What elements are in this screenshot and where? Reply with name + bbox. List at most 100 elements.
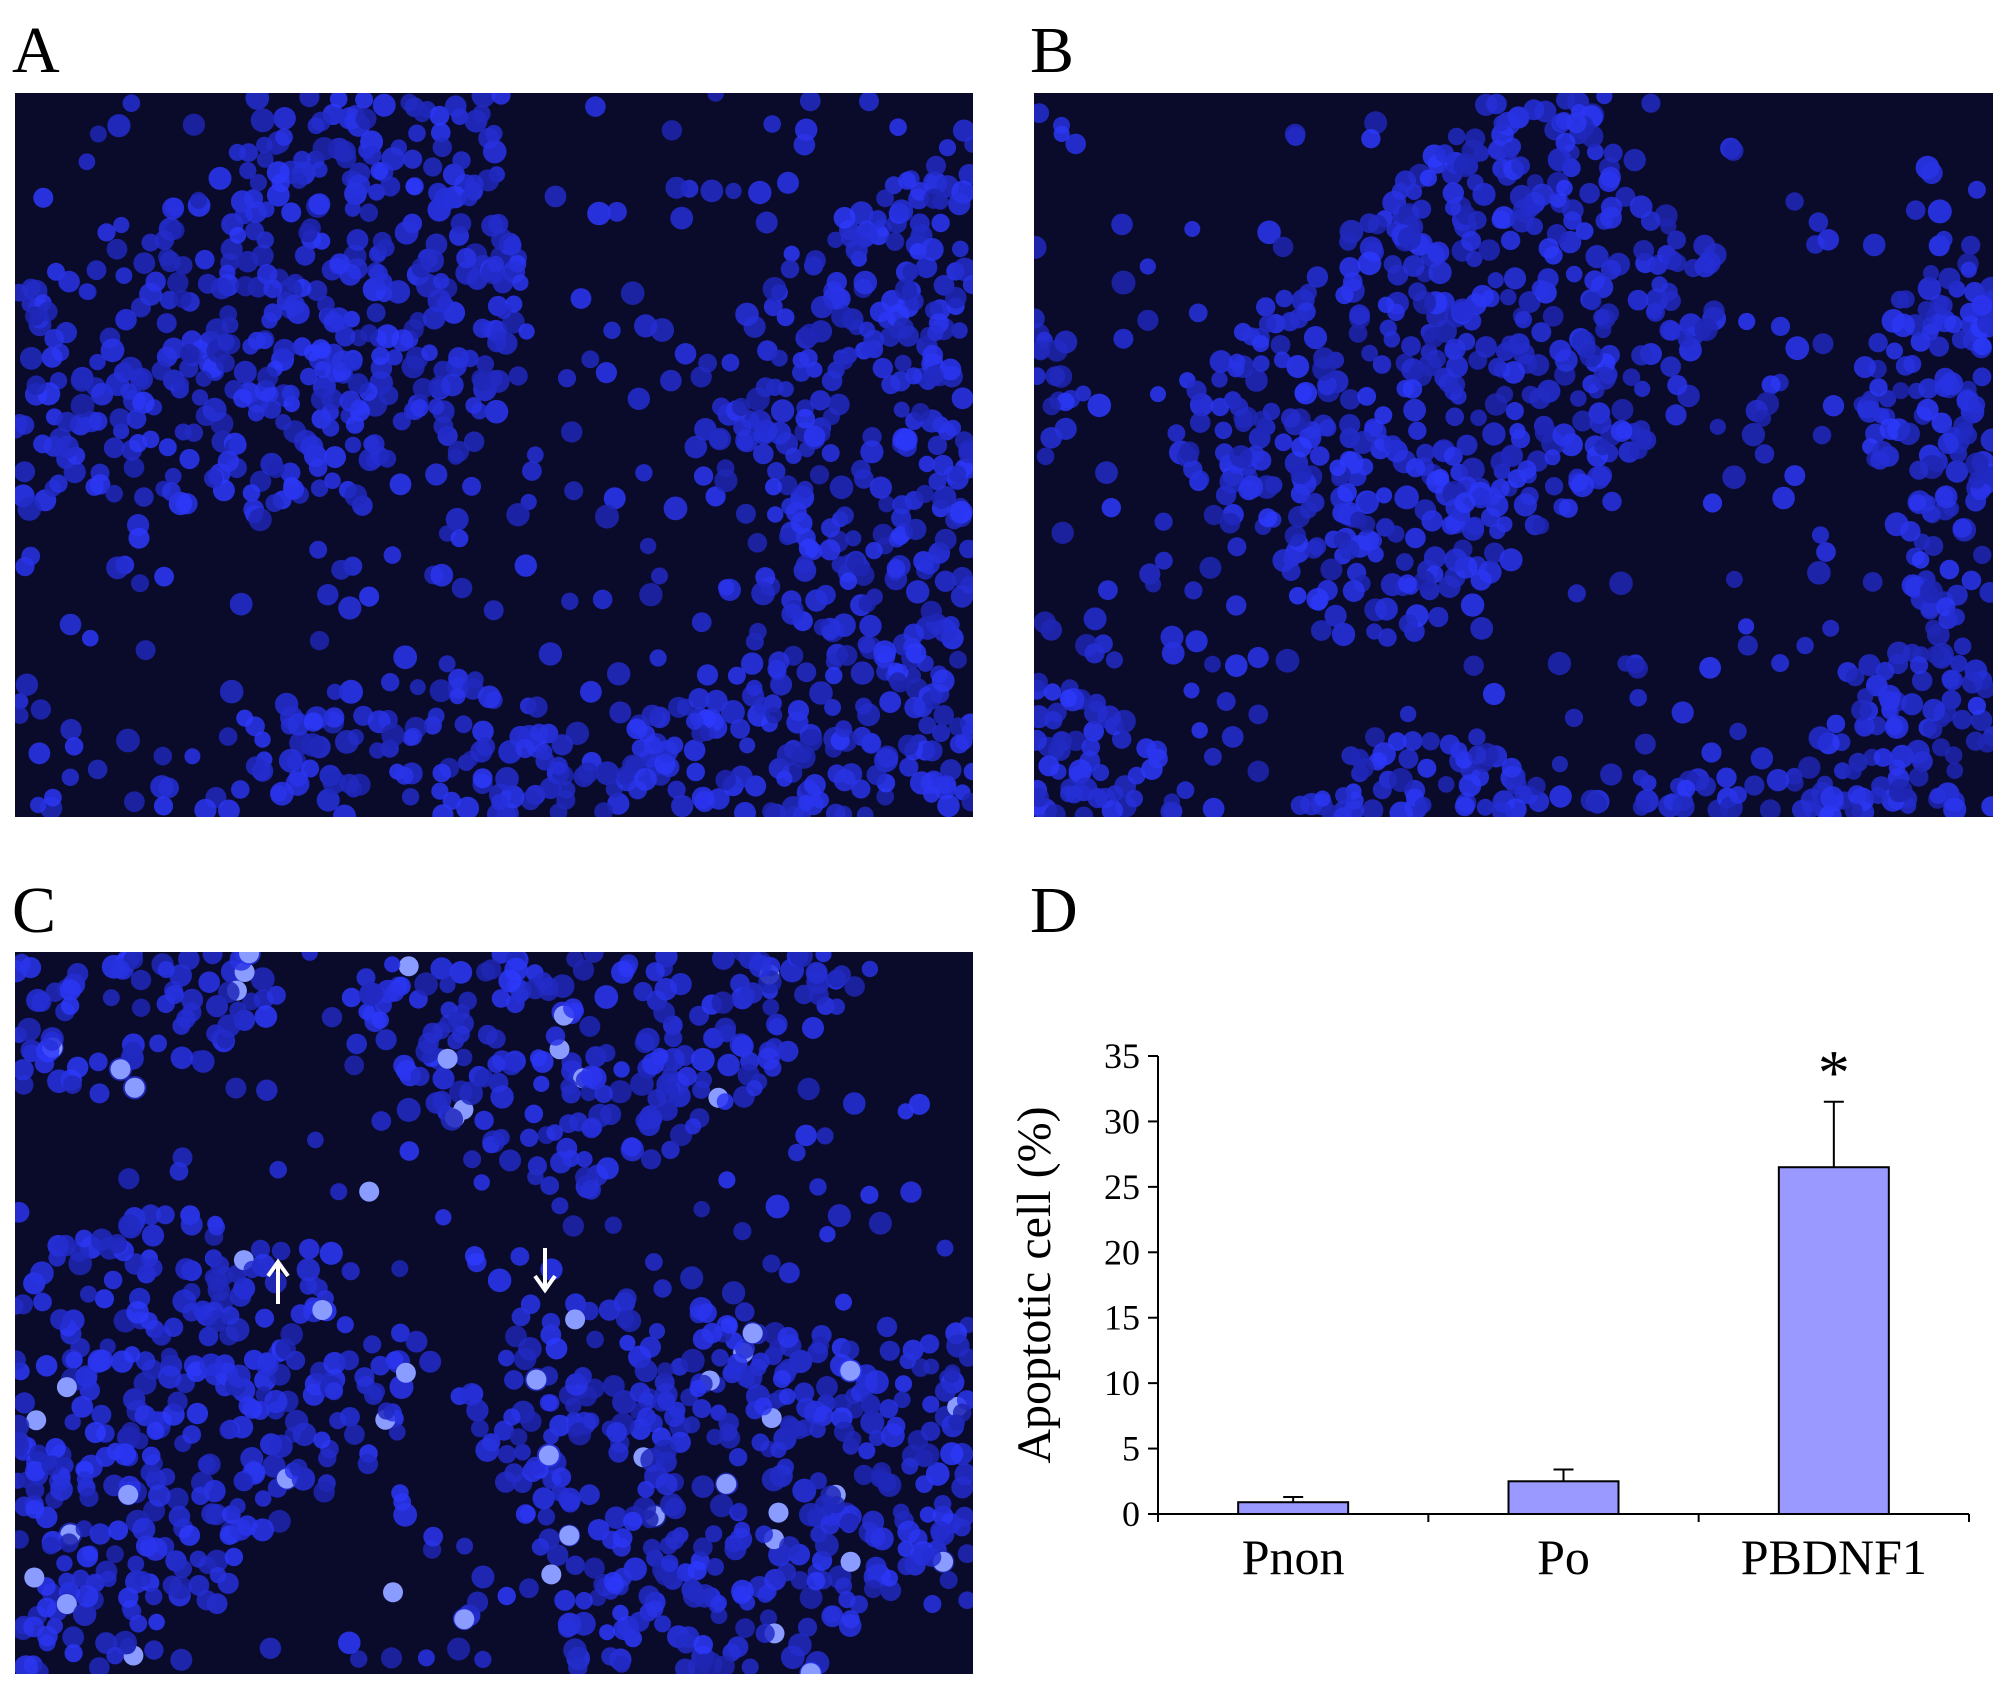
cell (1461, 231, 1482, 251)
cell (50, 1309, 71, 1330)
cell (474, 1650, 492, 1668)
cell (1234, 414, 1253, 433)
cell (723, 1363, 740, 1380)
cell (706, 1558, 725, 1576)
cell (1879, 418, 1902, 440)
cell (275, 128, 293, 146)
cell (464, 174, 484, 194)
cell (1275, 289, 1294, 308)
cell (733, 1521, 751, 1538)
cell (1529, 387, 1551, 410)
cell (1754, 444, 1775, 464)
cell (958, 164, 973, 185)
cell (59, 1533, 79, 1553)
cell (1398, 574, 1417, 594)
cell (504, 1370, 524, 1390)
cell (776, 770, 793, 787)
cell (563, 998, 584, 1019)
cell (512, 274, 529, 291)
cell (195, 370, 212, 387)
cell (776, 308, 795, 327)
cell (454, 715, 473, 734)
cell (635, 464, 653, 482)
cell (256, 1079, 278, 1101)
arrows (266, 1248, 557, 1304)
cell (586, 1330, 604, 1349)
cell (217, 333, 235, 351)
cell (850, 661, 875, 685)
cell (428, 398, 445, 415)
cell (546, 1544, 569, 1566)
cell (785, 501, 807, 523)
cell (19, 346, 43, 370)
cell (264, 1389, 288, 1414)
cell (1665, 404, 1687, 426)
cell (607, 201, 627, 222)
cell (853, 1464, 875, 1485)
cell (15, 707, 29, 724)
cell (1445, 407, 1464, 427)
cell (273, 107, 296, 130)
cell (310, 479, 329, 498)
cell (1294, 381, 1318, 405)
cell (894, 1375, 913, 1393)
cell (338, 596, 362, 620)
bright-cell (56, 1377, 77, 1398)
cell (1101, 498, 1122, 518)
cell (1668, 254, 1687, 272)
cell (1857, 400, 1881, 423)
cell (28, 742, 51, 765)
cell (804, 774, 826, 796)
cell (76, 1585, 99, 1608)
cell (705, 689, 728, 713)
cell (675, 1658, 696, 1674)
cell (514, 554, 537, 577)
cell (563, 1638, 587, 1662)
cell (809, 465, 830, 485)
cell (1634, 380, 1651, 397)
bright-cell (559, 1525, 580, 1546)
cell (145, 271, 166, 292)
cell (1414, 796, 1432, 814)
cell (1097, 705, 1121, 729)
cell (118, 1587, 139, 1608)
cell (317, 584, 339, 606)
cell (897, 1540, 914, 1558)
cell (840, 1513, 859, 1532)
cell (107, 114, 131, 138)
cell (312, 137, 336, 161)
cell (1225, 654, 1248, 677)
cell (797, 1077, 820, 1101)
cell (733, 1222, 752, 1241)
cell (313, 1431, 331, 1449)
cell (1470, 487, 1492, 509)
cell (934, 528, 957, 551)
cell (1556, 179, 1573, 197)
cell (1878, 684, 1902, 708)
cell (1387, 525, 1405, 543)
cell (1419, 169, 1437, 187)
cell (799, 1586, 823, 1609)
cell (1453, 153, 1478, 178)
cell (229, 1285, 252, 1307)
cell (299, 1277, 318, 1295)
cell (951, 566, 973, 589)
cell (146, 1422, 165, 1440)
cell (751, 1433, 770, 1452)
cell (1596, 93, 1613, 105)
cell (123, 1388, 146, 1411)
cell (249, 174, 267, 192)
cell (1946, 762, 1964, 779)
cell (693, 1201, 710, 1218)
cell (115, 267, 133, 284)
cell (1544, 477, 1564, 496)
cell (741, 1658, 759, 1674)
cell (1585, 245, 1609, 269)
cell (819, 1226, 836, 1243)
cell (1594, 438, 1611, 456)
cell (915, 256, 938, 279)
cell (565, 721, 590, 745)
cell (346, 1033, 368, 1055)
cell (911, 403, 930, 422)
cell (1394, 487, 1416, 509)
